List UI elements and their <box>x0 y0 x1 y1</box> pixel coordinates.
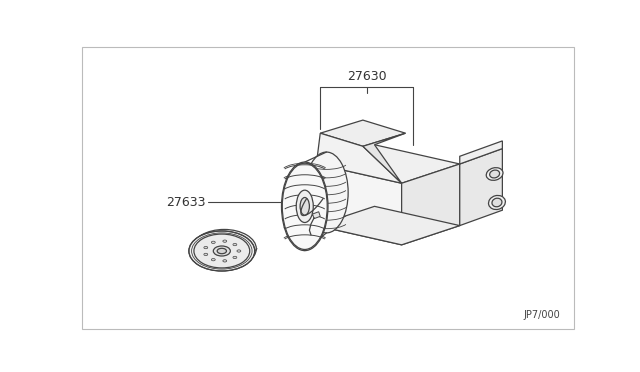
Polygon shape <box>312 212 320 219</box>
Ellipse shape <box>223 240 227 242</box>
Ellipse shape <box>204 253 208 256</box>
Ellipse shape <box>492 198 502 207</box>
Ellipse shape <box>204 246 208 249</box>
Ellipse shape <box>296 190 313 222</box>
Ellipse shape <box>490 170 500 178</box>
Ellipse shape <box>233 243 237 246</box>
Ellipse shape <box>189 231 255 271</box>
Ellipse shape <box>192 230 256 268</box>
Ellipse shape <box>211 259 215 261</box>
Polygon shape <box>316 164 402 245</box>
Polygon shape <box>320 120 406 146</box>
Ellipse shape <box>237 250 241 252</box>
Polygon shape <box>460 141 502 164</box>
Polygon shape <box>460 148 502 225</box>
Ellipse shape <box>233 256 237 259</box>
Ellipse shape <box>213 246 230 256</box>
Polygon shape <box>316 133 402 183</box>
Ellipse shape <box>488 195 506 209</box>
Text: 27630: 27630 <box>347 70 387 83</box>
Ellipse shape <box>282 162 328 251</box>
Ellipse shape <box>305 152 348 233</box>
Ellipse shape <box>194 234 250 268</box>
Ellipse shape <box>486 168 503 180</box>
Text: 27633: 27633 <box>166 196 205 209</box>
Text: JP7/000: JP7/000 <box>524 310 561 320</box>
Polygon shape <box>402 164 460 245</box>
Ellipse shape <box>223 260 227 262</box>
Ellipse shape <box>300 198 309 215</box>
Ellipse shape <box>217 248 227 254</box>
Ellipse shape <box>282 163 327 250</box>
Ellipse shape <box>211 241 215 244</box>
Polygon shape <box>316 206 460 245</box>
Polygon shape <box>363 133 406 183</box>
Polygon shape <box>316 145 460 183</box>
